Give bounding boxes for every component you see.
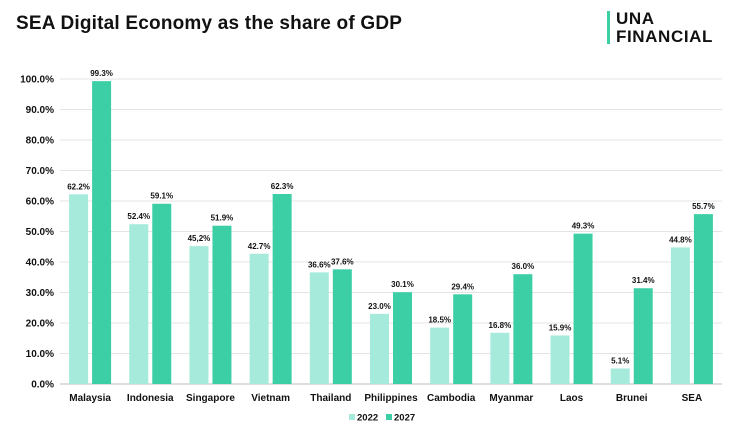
category-label-cambodia: Cambodia	[427, 393, 476, 404]
data-label: 37.6%	[331, 257, 354, 266]
data-label: 42.7%	[248, 242, 271, 251]
bar-2027-vietnam	[272, 193, 292, 384]
category-label-myanmar: Myanmar	[489, 393, 533, 404]
category-label-philippines: Philippines	[364, 393, 418, 404]
data-label: 23.0%	[368, 302, 391, 311]
bar-2027-cambodia	[453, 294, 473, 384]
y-tick-label: 80.0%	[26, 136, 54, 147]
bar-2022-myanmar	[490, 332, 510, 384]
data-label: 30.1%	[391, 280, 414, 289]
logo-text-financial: FINANCIAL	[616, 27, 713, 46]
bar-2022-sea	[670, 247, 690, 384]
bar-2027-singapore	[212, 225, 232, 384]
category-label-thailand: Thailand	[310, 393, 351, 404]
bars	[69, 81, 713, 384]
bar-2022-malaysia	[69, 194, 89, 384]
legend-swatch-2027	[386, 414, 392, 420]
data-label: 36.0%	[512, 262, 535, 271]
category-label-vietnam: Vietnam	[251, 393, 290, 404]
y-tick-label: 20.0%	[26, 319, 54, 330]
y-tick-label: 100.0%	[20, 75, 54, 86]
bar-2027-laos	[573, 233, 593, 384]
x-axis-categories: Malaysia Indonesia Singapore Vietnam Thailan…	[69, 393, 702, 404]
legend-label-2027: 2027	[394, 413, 415, 424]
data-label: 15.9%	[549, 324, 572, 333]
data-label: 45,2%	[188, 234, 211, 243]
y-tick-label: 50.0%	[26, 227, 54, 238]
data-label: 44.8%	[669, 235, 692, 244]
y-tick-label: 60.0%	[26, 197, 54, 208]
bar-2027-philippines	[393, 292, 412, 384]
data-label: 29.4%	[451, 282, 474, 291]
bar-2027-thailand	[332, 269, 352, 384]
bar-2022-singapore	[189, 246, 209, 384]
category-label-laos: Laos	[560, 393, 584, 404]
bar-2022-vietnam	[249, 253, 269, 384]
data-label: 59.1%	[150, 192, 173, 201]
data-label: 99.3%	[90, 69, 113, 78]
category-label-indonesia: Indonesia	[127, 393, 174, 404]
bar-2022-thailand	[309, 272, 329, 384]
y-tick-label: 30.0%	[26, 288, 54, 299]
legend-swatch-2022	[349, 414, 355, 420]
data-label: 18.5%	[428, 316, 451, 325]
data-label: 49.3%	[572, 222, 595, 231]
legend: 2022 2027	[349, 413, 415, 424]
bar-2027-brunei	[633, 288, 653, 384]
bar-2027-sea	[693, 214, 713, 384]
data-label: 62.2%	[67, 182, 90, 191]
logo-accent-bar	[607, 11, 610, 44]
bar-2027-malaysia	[92, 81, 112, 384]
bar-2022-brunei	[610, 368, 630, 384]
category-label-brunei: Brunei	[616, 393, 648, 404]
data-label: 52.4%	[127, 212, 150, 221]
data-label: 31.4%	[632, 276, 655, 285]
una-financial-logo: UNA FINANCIAL	[607, 9, 729, 47]
legend-label-2022: 2022	[357, 413, 378, 424]
bar-2022-indonesia	[129, 224, 149, 384]
y-tick-label: 70.0%	[26, 166, 54, 177]
data-label: 62.3%	[271, 182, 294, 191]
bar-2027-myanmar	[513, 274, 533, 384]
y-axis-ticks: 0.0% 10.0% 20.0% 30.0% 40.0% 50.0% 60.0% 70.0% 8…	[20, 75, 54, 391]
y-tick-label: 40.0%	[26, 258, 54, 269]
bar-2027-indonesia	[152, 203, 172, 384]
category-label-singapore: Singapore	[186, 393, 235, 404]
data-label: 36.6%	[308, 260, 331, 269]
chart-title: SEA Digital Economy as the share of GDP	[16, 13, 403, 34]
category-label-malaysia: Malaysia	[69, 393, 111, 404]
data-label: 5.1%	[611, 356, 629, 365]
data-label: 55.7%	[692, 202, 715, 211]
bar-2022-laos	[550, 335, 570, 384]
bar-2022-philippines	[370, 313, 389, 384]
y-tick-label: 0.0%	[31, 380, 54, 391]
data-label: 16.8%	[489, 321, 512, 330]
y-tick-label: 10.0%	[26, 349, 54, 360]
logo-text-una: UNA	[616, 9, 655, 28]
y-tick-label: 90.0%	[26, 105, 54, 116]
data-label: 51.9%	[211, 214, 234, 223]
category-label-sea: SEA	[682, 393, 703, 404]
bar-2022-cambodia	[430, 327, 450, 384]
data-labels: 62.2% 99.3% 52.4% 59.1% 45,2% 51.9% 42.7% 62.3%…	[67, 69, 715, 365]
